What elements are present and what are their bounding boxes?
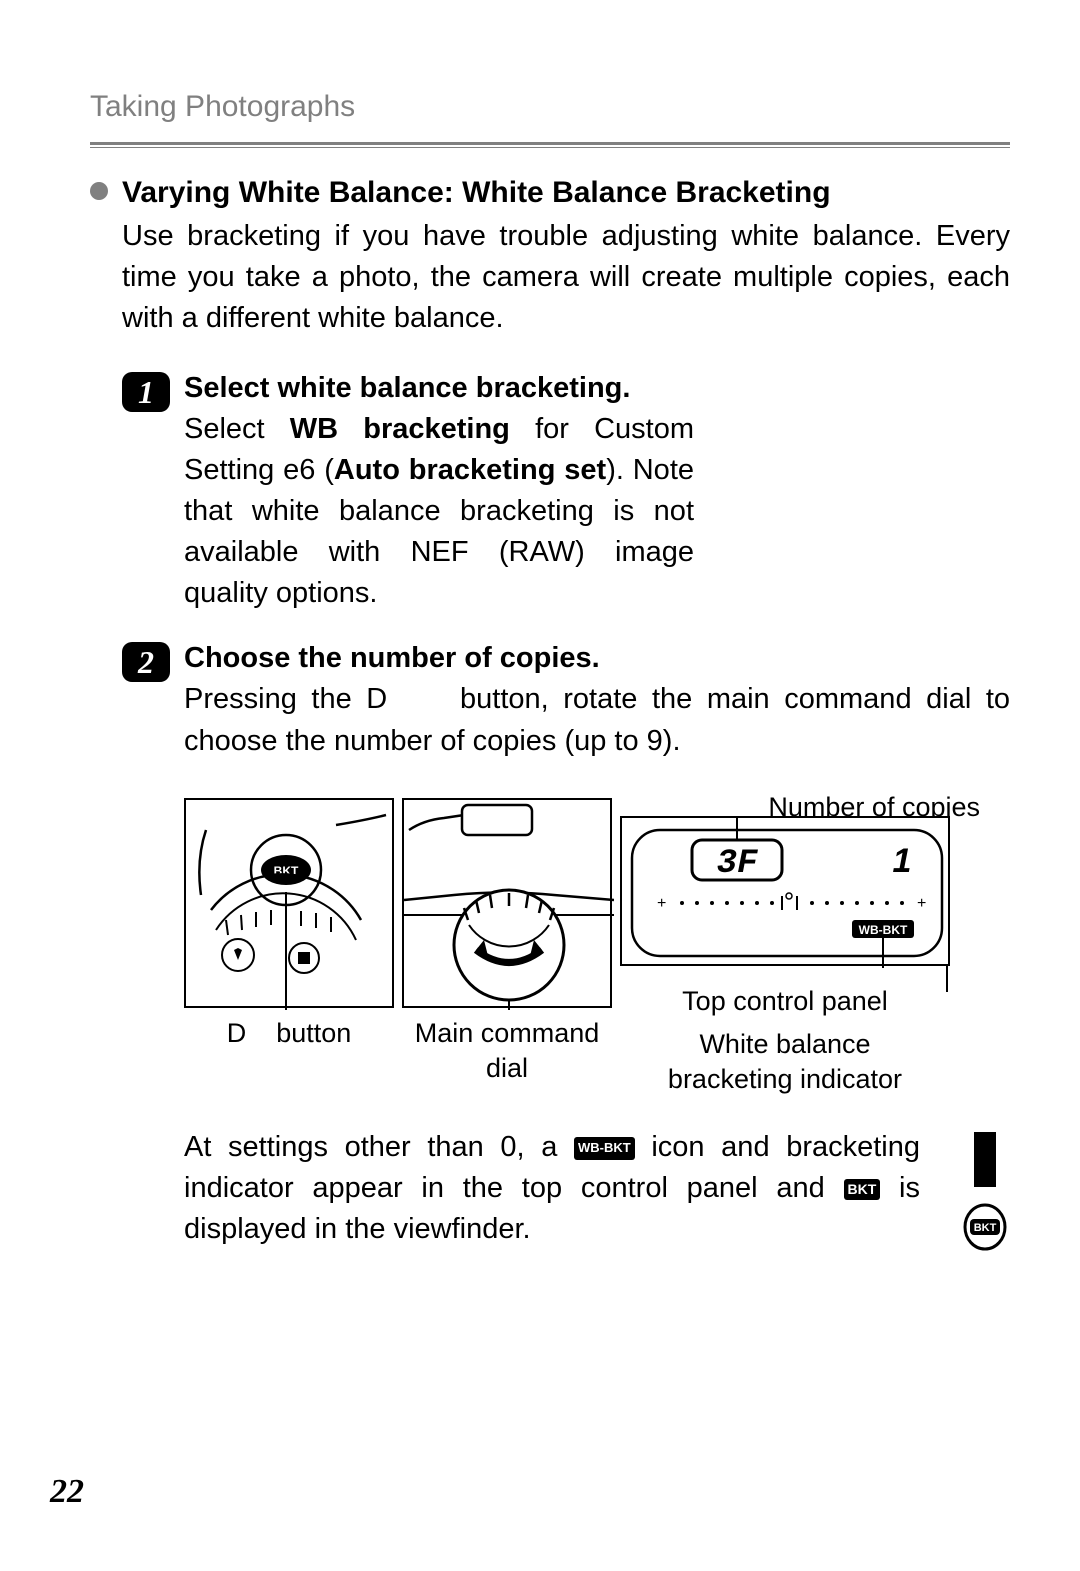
note-row: At settings other than 0, a WB-BKT icon …	[184, 1127, 1010, 1257]
main-dial-caption: Main command dial	[407, 1016, 607, 1086]
section-title: Varying White Balance: White Balance Bra…	[122, 176, 1010, 210]
wb-bkt-icon: WB-BKT	[574, 1137, 635, 1159]
step-2-body: Pressing the D button, rotate the main c…	[184, 679, 1010, 761]
svg-text:BKT: BKT	[974, 1222, 997, 1234]
page-number: 22	[50, 1473, 84, 1511]
section-bullet-icon	[90, 182, 108, 200]
chapter-header: Taking Photographs	[90, 90, 1010, 124]
bkt-icon: BKT	[844, 1179, 881, 1201]
svg-text:1: 1	[893, 842, 912, 880]
step-number-badge: 2	[122, 642, 170, 682]
lcd-panel-illustration: 3F 1 + + WB-BKT	[620, 816, 950, 966]
step-1: 1 Select white balance bracketing. Selec…	[122, 372, 1010, 615]
svg-text:3F: 3F	[717, 845, 758, 883]
bkt-button-illustration: BKT	[184, 798, 394, 1008]
text: Select	[184, 413, 290, 445]
text: D	[227, 1018, 247, 1048]
viewfinder-icon: BKT	[960, 1127, 1010, 1257]
svg-text:+: +	[917, 895, 926, 912]
text: Pressing the	[184, 683, 366, 715]
diagram-main-dial: Main command dial	[402, 798, 612, 1097]
top-panel-caption: Top control panel	[682, 984, 888, 1019]
section: Varying White Balance: White Balance Bra…	[90, 176, 1010, 1257]
text: At settings other than 0, a	[184, 1131, 574, 1163]
diagram-row: BKT	[184, 798, 1010, 1097]
step-number-badge: 1	[122, 372, 170, 412]
note-text: At settings other than 0, a WB-BKT icon …	[184, 1127, 920, 1251]
step-1-body: Select WB bracketing for Custom Setting …	[184, 409, 694, 615]
section-body: Use bracketing if you have trouble adjus…	[122, 216, 1010, 340]
diagram-bkt-button: BKT	[184, 798, 394, 1097]
step-1-title: Select white balance bracketing.	[184, 372, 1010, 405]
text-bold: WB bracketing	[290, 413, 510, 445]
header-divider	[90, 142, 1010, 148]
diagram-lcd: 3F 1 + + WB-BKT	[620, 798, 950, 1097]
step-2: 2 Choose the number of copies. Pressing …	[122, 642, 1010, 1257]
svg-text:WB-BKT: WB-BKT	[859, 923, 908, 937]
d-button-caption: D button	[227, 1016, 352, 1051]
svg-text:+: +	[657, 895, 666, 912]
step-2-title: Choose the number of copies.	[184, 642, 1010, 675]
text: button	[276, 1018, 351, 1048]
wb-indicator-caption: White balance bracketing indicator	[640, 1027, 930, 1097]
button-glyph: D	[366, 683, 387, 715]
main-dial-illustration	[402, 798, 612, 1008]
text-bold: Auto bracketing set	[334, 454, 606, 486]
